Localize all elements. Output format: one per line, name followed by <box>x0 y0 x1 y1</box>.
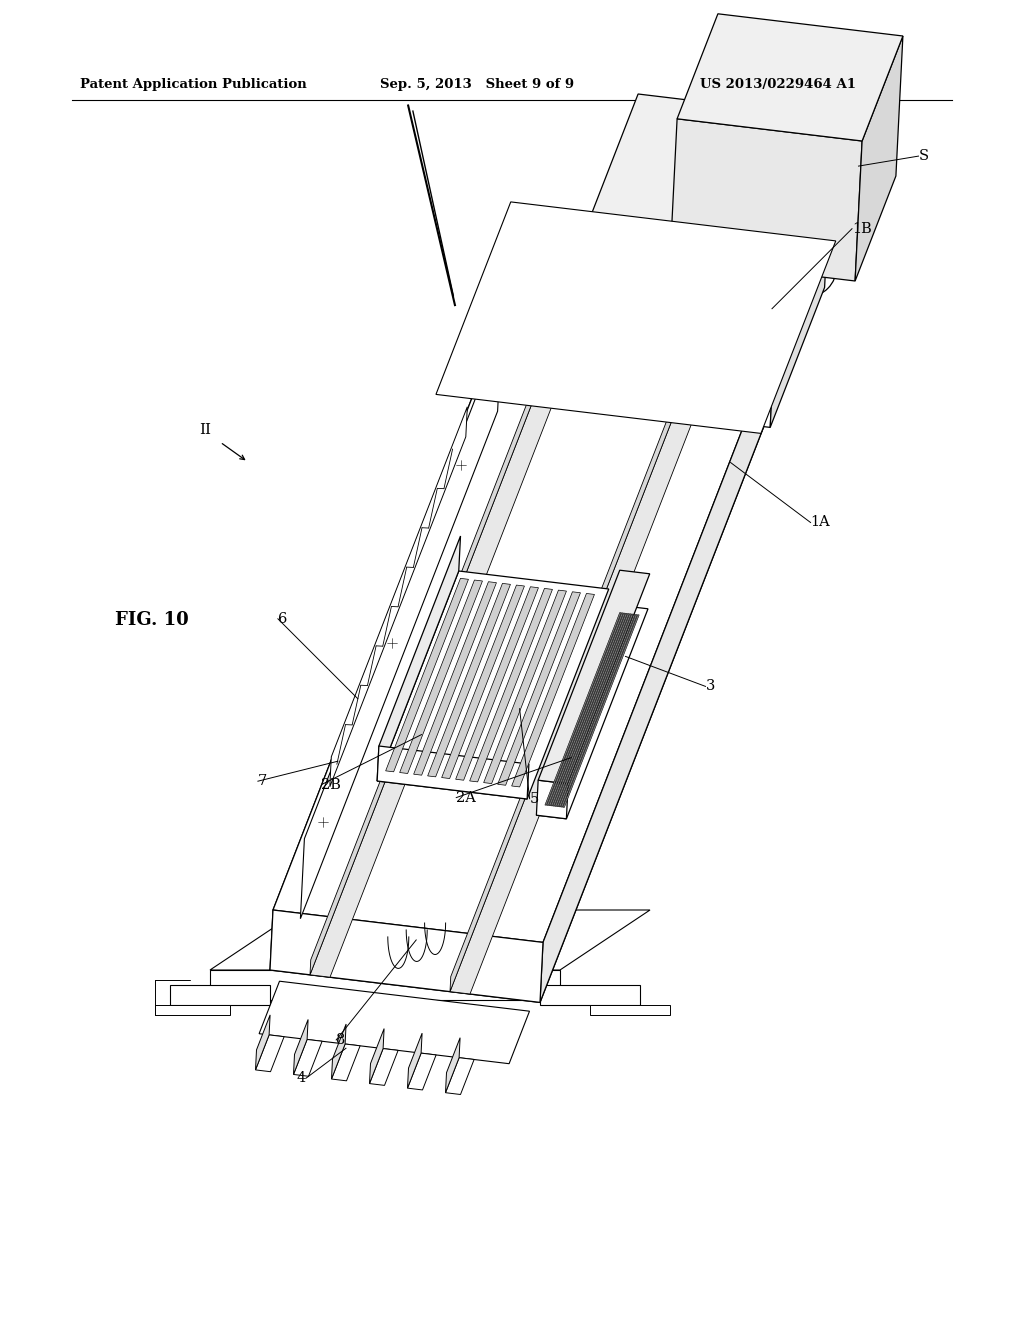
Polygon shape <box>399 579 482 774</box>
Polygon shape <box>557 614 633 807</box>
Polygon shape <box>677 13 903 141</box>
Polygon shape <box>637 358 641 381</box>
Polygon shape <box>300 331 502 919</box>
Polygon shape <box>370 1048 398 1085</box>
Polygon shape <box>428 583 510 777</box>
Polygon shape <box>555 614 631 807</box>
Polygon shape <box>450 381 682 991</box>
Polygon shape <box>540 347 774 1002</box>
Text: 5: 5 <box>529 792 539 805</box>
Polygon shape <box>294 1019 308 1074</box>
Polygon shape <box>332 1044 360 1081</box>
Polygon shape <box>294 1039 323 1076</box>
Polygon shape <box>273 315 774 942</box>
Polygon shape <box>549 612 626 805</box>
Text: S: S <box>919 149 929 164</box>
Polygon shape <box>540 985 640 1005</box>
Polygon shape <box>386 578 468 772</box>
Text: 7: 7 <box>258 775 267 788</box>
Polygon shape <box>408 1053 436 1090</box>
Polygon shape <box>370 1028 384 1084</box>
Polygon shape <box>210 970 560 1001</box>
Text: 8: 8 <box>336 1034 345 1047</box>
Polygon shape <box>256 1035 284 1072</box>
Text: 4: 4 <box>297 1072 306 1085</box>
Polygon shape <box>545 612 622 805</box>
Polygon shape <box>539 570 650 784</box>
Polygon shape <box>639 308 643 331</box>
Polygon shape <box>855 36 903 281</box>
Polygon shape <box>559 614 635 807</box>
Polygon shape <box>641 333 772 363</box>
Polygon shape <box>310 380 561 977</box>
Polygon shape <box>377 536 461 781</box>
Text: 1A: 1A <box>811 516 830 529</box>
Polygon shape <box>642 257 646 281</box>
Polygon shape <box>563 615 639 808</box>
Polygon shape <box>332 1024 346 1078</box>
Polygon shape <box>270 909 543 1002</box>
Polygon shape <box>256 1015 270 1071</box>
Text: 2A: 2A <box>457 791 476 805</box>
Polygon shape <box>310 364 542 974</box>
Polygon shape <box>330 407 467 787</box>
Text: 3: 3 <box>706 680 715 693</box>
Polygon shape <box>645 257 776 288</box>
Polygon shape <box>575 234 778 428</box>
Polygon shape <box>414 582 497 775</box>
Polygon shape <box>155 1005 230 1015</box>
Polygon shape <box>640 358 771 388</box>
Polygon shape <box>644 282 774 313</box>
Polygon shape <box>210 909 650 970</box>
Polygon shape <box>551 614 627 807</box>
Polygon shape <box>456 587 539 780</box>
Polygon shape <box>270 375 771 1002</box>
Polygon shape <box>408 1034 422 1088</box>
Polygon shape <box>170 985 270 1005</box>
Polygon shape <box>537 605 648 818</box>
Polygon shape <box>638 333 642 356</box>
Polygon shape <box>670 119 862 281</box>
Text: 6: 6 <box>278 611 288 626</box>
Polygon shape <box>441 585 524 779</box>
Text: II: II <box>199 422 211 437</box>
Polygon shape <box>501 315 774 408</box>
Text: 1B: 1B <box>852 222 871 236</box>
Polygon shape <box>445 1038 460 1093</box>
Text: 2B: 2B <box>322 777 341 792</box>
Polygon shape <box>450 396 701 994</box>
Polygon shape <box>584 94 834 257</box>
Polygon shape <box>445 1057 474 1094</box>
Polygon shape <box>483 590 566 784</box>
Text: US 2013/0229464 A1: US 2013/0229464 A1 <box>700 78 856 91</box>
Polygon shape <box>770 117 834 428</box>
Text: Patent Application Publication: Patent Application Publication <box>80 78 307 91</box>
Polygon shape <box>561 615 637 807</box>
Polygon shape <box>436 202 836 433</box>
Polygon shape <box>512 594 595 787</box>
Polygon shape <box>643 308 773 338</box>
Polygon shape <box>537 780 568 818</box>
Polygon shape <box>590 1005 670 1015</box>
Polygon shape <box>259 981 529 1064</box>
Polygon shape <box>498 591 581 785</box>
Text: Sep. 5, 2013   Sheet 9 of 9: Sep. 5, 2013 Sheet 9 of 9 <box>380 78 574 91</box>
Polygon shape <box>553 614 629 807</box>
Text: FIG. 10: FIG. 10 <box>115 611 188 630</box>
Polygon shape <box>270 315 504 970</box>
Polygon shape <box>377 746 529 799</box>
Polygon shape <box>547 612 624 805</box>
Polygon shape <box>377 572 608 799</box>
Polygon shape <box>640 282 644 306</box>
Polygon shape <box>470 589 553 781</box>
